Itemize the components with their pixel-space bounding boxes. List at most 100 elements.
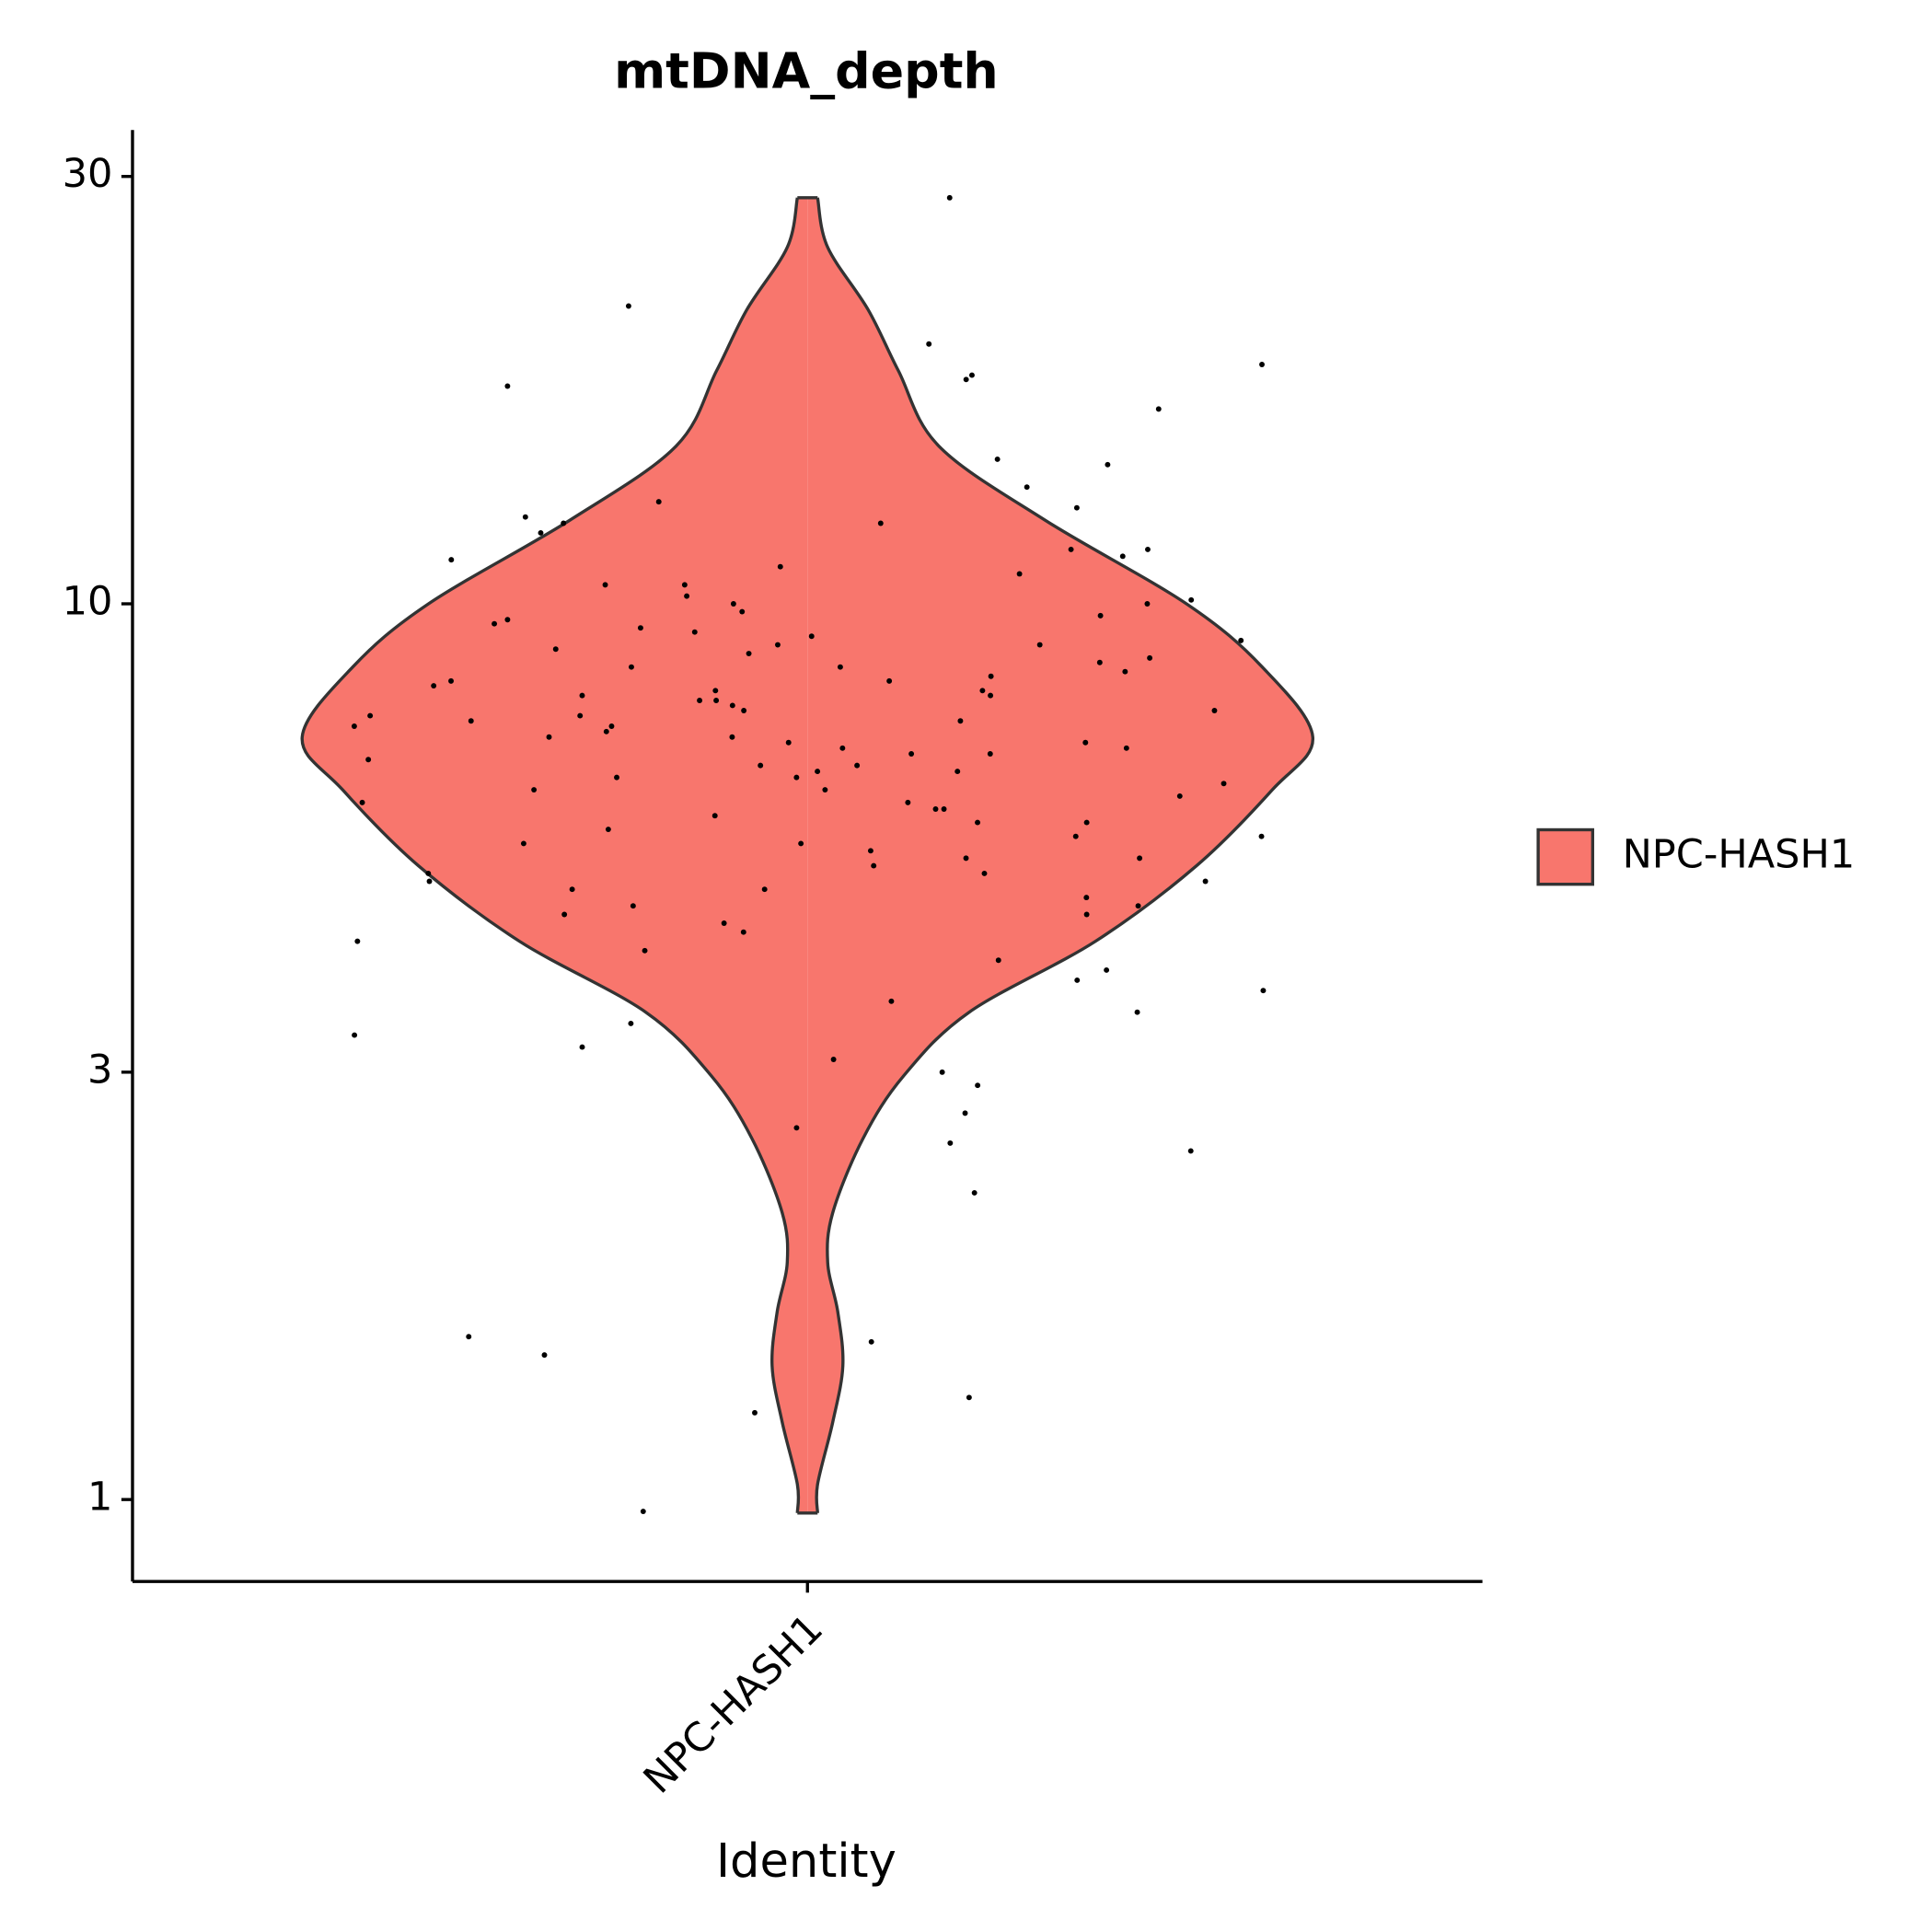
y-tick-label: 10 <box>63 578 113 624</box>
data-point <box>987 751 993 757</box>
data-point <box>425 870 432 876</box>
data-point <box>1072 833 1079 839</box>
data-point <box>579 692 585 699</box>
data-point <box>975 819 981 826</box>
data-point <box>655 499 662 505</box>
violin-outline <box>300 197 801 1513</box>
data-point <box>712 688 719 694</box>
data-point <box>579 1044 585 1050</box>
data-point <box>793 774 800 781</box>
data-point <box>839 745 846 751</box>
data-point <box>979 688 986 694</box>
data-point <box>1202 878 1209 885</box>
data-point <box>785 739 792 746</box>
data-point <box>1145 546 1151 552</box>
y-tick-label: 30 <box>63 151 113 197</box>
data-point <box>351 723 357 729</box>
data-point <box>468 718 474 724</box>
data-point <box>741 708 747 713</box>
data-point <box>962 1110 968 1116</box>
data-point <box>561 520 567 526</box>
data-point <box>629 664 634 670</box>
data-point <box>711 813 718 819</box>
data-point <box>520 840 526 847</box>
legend-key <box>1536 827 1595 886</box>
data-point <box>867 848 873 854</box>
data-point <box>1036 642 1043 648</box>
data-point <box>854 762 861 769</box>
data-point <box>569 886 575 893</box>
data-point <box>963 855 969 862</box>
data-point <box>541 1352 548 1359</box>
data-point <box>367 712 374 719</box>
data-point <box>691 629 698 635</box>
data-point <box>966 1394 972 1401</box>
data-point <box>602 582 608 588</box>
data-point <box>642 947 648 954</box>
data-point <box>1238 637 1244 643</box>
data-point <box>837 664 843 670</box>
data-point <box>969 372 975 378</box>
data-point <box>868 1338 874 1345</box>
data-point <box>1134 1009 1140 1015</box>
data-point <box>1083 895 1090 901</box>
data-point <box>1137 855 1143 862</box>
data-point <box>729 734 735 740</box>
x-axis-label: Identity <box>716 1834 897 1889</box>
data-point <box>561 911 568 918</box>
data-point <box>352 1032 358 1038</box>
data-point <box>365 757 372 763</box>
data-point <box>908 751 915 757</box>
data-point <box>431 683 437 689</box>
data-point <box>777 563 783 570</box>
data-point <box>905 799 911 805</box>
data-point <box>577 712 584 719</box>
data-point <box>1024 484 1030 491</box>
data-point <box>975 1082 981 1089</box>
data-point <box>994 457 1001 462</box>
data-point <box>1073 504 1080 511</box>
data-point <box>1068 546 1074 552</box>
data-point <box>822 787 828 792</box>
data-point <box>1104 966 1110 973</box>
data-point <box>681 582 688 588</box>
data-point <box>1119 553 1126 560</box>
data-point <box>538 529 544 536</box>
data-point <box>1176 792 1183 799</box>
data-point <box>552 646 559 653</box>
chart-title: mtDNA_depth <box>614 41 999 99</box>
data-point <box>504 383 511 389</box>
data-point <box>815 769 821 775</box>
y-tick-label: 3 <box>87 1047 112 1093</box>
data-point <box>625 303 631 309</box>
data-point <box>730 601 736 607</box>
data-point <box>426 878 433 885</box>
data-point <box>798 840 804 847</box>
data-point <box>946 194 953 201</box>
data-point <box>1144 601 1151 607</box>
data-point <box>888 998 895 1004</box>
data-point <box>932 806 939 812</box>
x-tick-label: NPC-HASH1 <box>635 1606 832 1803</box>
data-point <box>954 769 961 775</box>
data-point <box>1260 988 1267 994</box>
data-point <box>963 376 969 383</box>
data-point <box>531 787 538 792</box>
data-point <box>939 1069 945 1075</box>
data-point <box>729 702 735 709</box>
y-tick-label: 1 <box>87 1475 112 1521</box>
data-point <box>492 620 498 627</box>
data-point <box>793 1125 800 1131</box>
data-point <box>871 862 877 869</box>
data-point <box>603 728 609 735</box>
data-point <box>1259 362 1265 367</box>
data-point <box>1074 977 1081 983</box>
data-point <box>830 1057 837 1062</box>
data-point <box>466 1334 472 1340</box>
data-point <box>1187 1148 1194 1154</box>
data-point <box>721 920 727 926</box>
data-point <box>628 1020 634 1026</box>
data-point <box>746 651 752 656</box>
